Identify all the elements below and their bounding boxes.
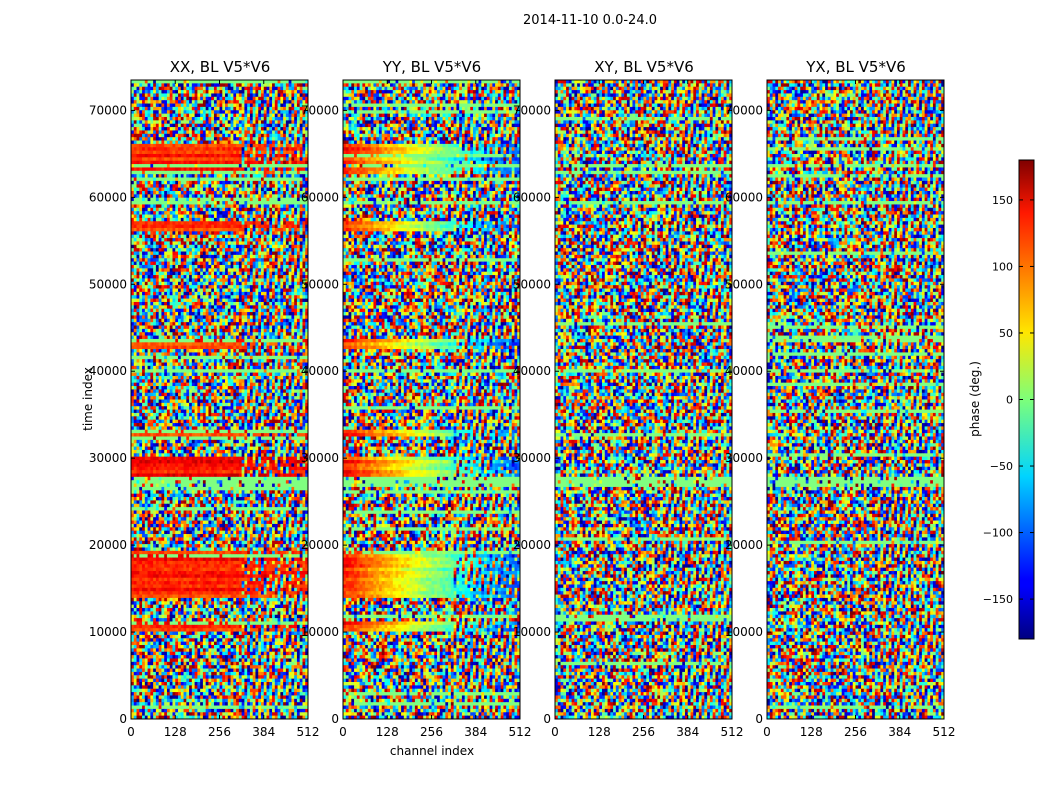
x-tick-label: 0: [763, 725, 771, 739]
y-tick-label: 20000: [89, 538, 127, 552]
panel-title-yx: YX, BL V5*V6: [767, 58, 945, 76]
x-tick-label: 128: [164, 725, 187, 739]
x-tick-label: 384: [464, 725, 487, 739]
y-tick-label: 60000: [89, 190, 127, 204]
y-tick-label: 70000: [725, 103, 763, 117]
panel-yy: 0 128 256 384 512 0 10000 20000 30000 40000 50000 6…: [301, 79, 532, 739]
x-tick-label: 512: [509, 725, 532, 739]
x-tick-label: 512: [297, 725, 320, 739]
x-tick-label: 0: [339, 725, 347, 739]
y-tick-label: 50000: [301, 277, 339, 291]
y-tick-label: 10000: [301, 625, 339, 639]
x-tick-label: 256: [844, 725, 867, 739]
y-tick-label: 20000: [513, 538, 551, 552]
x-tick-label: 384: [252, 725, 275, 739]
panel-title-xy: XY, BL V5*V6: [555, 58, 733, 76]
colorbar-tick-label: 100: [992, 260, 1013, 273]
phase-image-yx: [767, 80, 944, 719]
x-tick-label: 128: [800, 725, 823, 739]
y-tick-label: 50000: [89, 277, 127, 291]
y-tick-label: 60000: [513, 190, 551, 204]
panel-xx: 0 128 256 384 512 0 10000 20000 30000 40000 50000 6…: [89, 79, 320, 739]
x-tick-label: 0: [127, 725, 135, 739]
x-tick-label: 512: [721, 725, 744, 739]
y-tick-label: 70000: [89, 103, 127, 117]
x-tick-label: 384: [888, 725, 911, 739]
x-axis-label: channel index: [344, 744, 520, 758]
y-tick-label: 20000: [725, 538, 763, 552]
y-tick-label: 70000: [301, 103, 339, 117]
y-tick-label: 0: [331, 712, 339, 726]
x-tick-label: 128: [588, 725, 611, 739]
x-tick-label: 0: [551, 725, 559, 739]
y-tick-label: 60000: [725, 190, 763, 204]
x-tick-label: 128: [376, 725, 399, 739]
x-tick-label: 512: [933, 725, 956, 739]
panel-title-yy: YY, BL V5*V6: [343, 58, 521, 76]
x-tick-label: 256: [208, 725, 231, 739]
y-tick-label: 40000: [725, 364, 763, 378]
y-tick-label: 20000: [301, 538, 339, 552]
colorbar: −150 −100 −50 0 50 100 150: [983, 159, 1035, 640]
panel-xy: 0 128 256 384 512 0 10000 20000 30000 40000 50000 6…: [513, 79, 744, 739]
y-tick-label: 40000: [301, 364, 339, 378]
y-tick-label: 40000: [89, 364, 127, 378]
panel-title-xx: XX, BL V5*V6: [131, 58, 309, 76]
colorbar-tick-label: −100: [983, 527, 1013, 540]
colorbar-tick-label: 50: [999, 327, 1013, 340]
y-tick-label: 30000: [725, 451, 763, 465]
phase-image-yy: [343, 80, 520, 719]
y-tick-label: 50000: [513, 277, 551, 291]
y-tick-label: 0: [119, 712, 127, 726]
y-tick-label: 10000: [513, 625, 551, 639]
y-tick-label: 40000: [513, 364, 551, 378]
x-tick-label: 256: [420, 725, 443, 739]
colorbar-tick-label: −150: [983, 593, 1013, 606]
colorbar-tick-label: −50: [990, 460, 1013, 473]
y-tick-label: 60000: [301, 190, 339, 204]
y-tick-label: 0: [543, 712, 551, 726]
y-tick-label: 50000: [725, 277, 763, 291]
x-tick-label: 256: [632, 725, 655, 739]
y-tick-label: 10000: [725, 625, 763, 639]
y-tick-label: 30000: [89, 451, 127, 465]
colorbar-tick-label: 150: [992, 194, 1013, 207]
y-tick-label: 30000: [513, 451, 551, 465]
figure-suptitle: 2014-11-10 0.0-24.0: [0, 13, 1050, 28]
y-tick-label: 10000: [89, 625, 127, 639]
y-tick-label: 30000: [301, 451, 339, 465]
phase-image-xy: [555, 80, 732, 719]
colorbar-tick-label: 0: [1006, 394, 1013, 407]
x-tick-label: 384: [676, 725, 699, 739]
y-tick-label: 0: [755, 712, 763, 726]
phase-image-xx: [131, 80, 308, 719]
y-tick-label: 70000: [513, 103, 551, 117]
panel-yx: 0 128 256 384 512 0 10000 20000 30000 40000 50000 6…: [725, 79, 956, 739]
